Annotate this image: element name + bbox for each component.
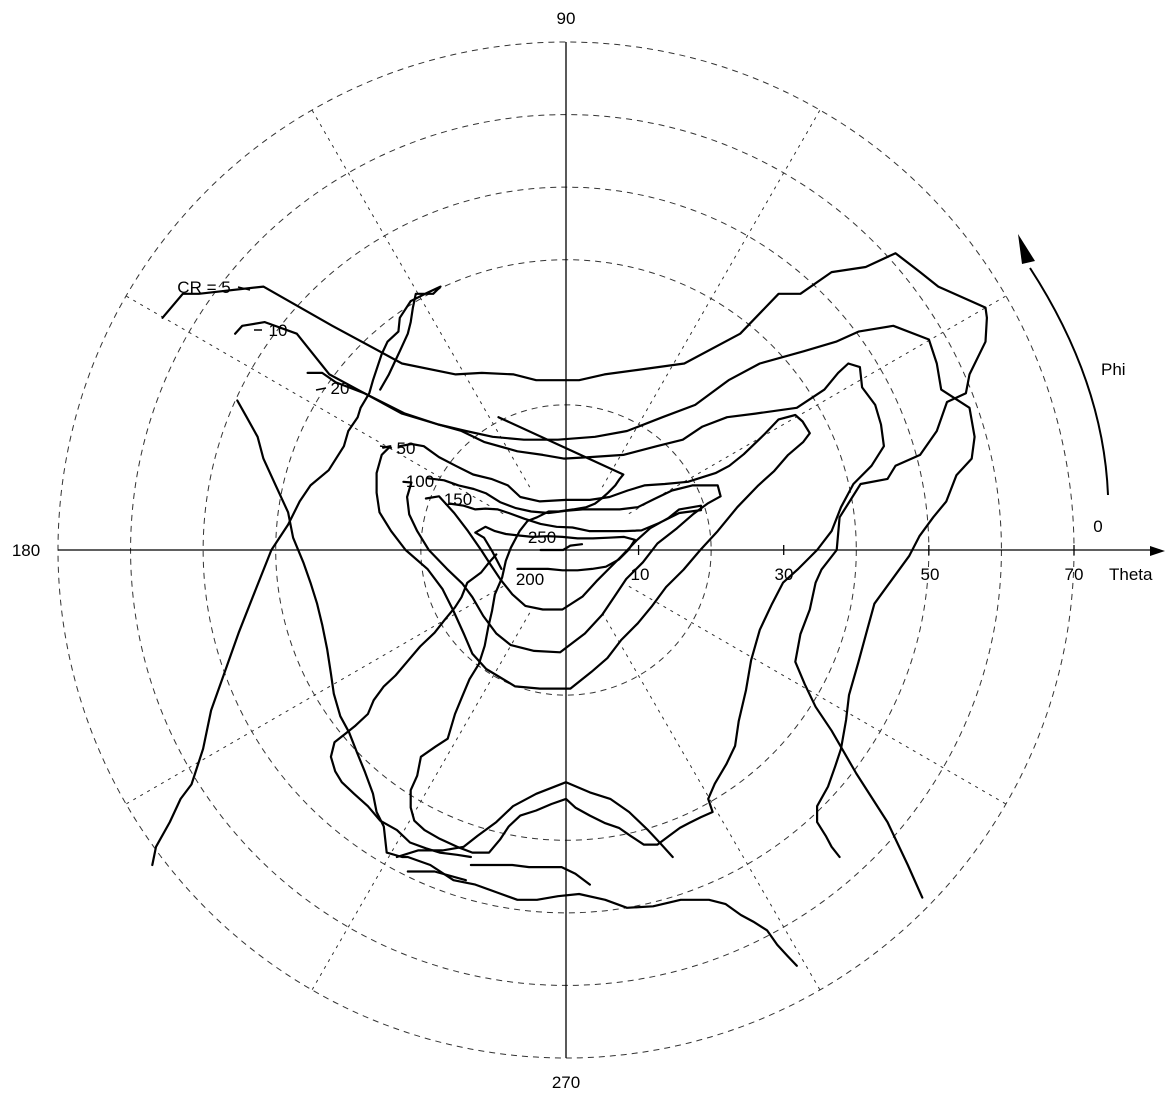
contour-segment-11	[469, 863, 591, 886]
contour-cr-5-1	[151, 285, 442, 867]
contour-label-leader-0	[237, 286, 251, 291]
grid-spoke-330	[628, 585, 1007, 805]
contour-cr-200-8	[474, 525, 636, 572]
contour-cr-5-0	[161, 252, 988, 899]
phi-tick-180: 180	[12, 541, 40, 560]
contour-label-6: 200	[516, 570, 544, 589]
contour-cr-10-2	[234, 321, 976, 859]
theta-tick-70: 70	[1065, 565, 1084, 584]
theta-arrow-head-icon	[1150, 546, 1165, 556]
contour-segment-10	[395, 781, 674, 859]
contour-cr-50-5	[375, 413, 811, 690]
grid-spoke-210	[125, 585, 504, 805]
phi-axis-label: Phi	[1101, 360, 1126, 379]
contour-label-4: 100	[406, 472, 434, 491]
grid-spoke-240	[311, 612, 531, 991]
contour-label-0: CR = 5	[177, 278, 230, 297]
phi-direction-arrow	[1029, 267, 1109, 496]
contour-segment-12	[406, 870, 467, 882]
grid-spoke-300	[601, 612, 821, 991]
grid-spoke-30	[628, 295, 1007, 515]
theta-tick-50: 50	[921, 565, 940, 584]
contour-label-2: 20	[331, 379, 350, 398]
contour-cr-250-9	[539, 543, 584, 552]
contour-cr-10-3	[236, 399, 798, 967]
contour-cr-150-7	[424, 495, 703, 611]
contour-label-1: 10	[269, 321, 288, 340]
phi-tick-270: 270	[552, 1073, 580, 1092]
theta-axis-label: Theta	[1109, 565, 1153, 584]
theta-tick-30: 30	[775, 565, 794, 584]
contour-label-5: 150	[444, 490, 472, 509]
phi-arrow-head-icon	[1018, 234, 1035, 264]
contour-label-7: 250	[528, 528, 556, 547]
contour-label-3: 50	[397, 439, 416, 458]
theta-tick-10: 10	[631, 565, 650, 584]
grid-spoke-120	[311, 109, 531, 488]
contour-labels: CR = 5 10 20 50 100 150 200 250	[177, 278, 556, 589]
polar-axes	[58, 42, 1160, 1058]
phi-tick-0: 0	[1093, 517, 1102, 536]
contour-segment-13	[329, 553, 498, 859]
contour-lines	[151, 252, 988, 967]
contour-label-leader-2	[315, 387, 327, 391]
phi-tick-90: 90	[557, 9, 576, 28]
grid-spoke-60	[601, 109, 821, 488]
contour-label-leader-3	[379, 445, 393, 449]
contour-cr-100-6	[402, 477, 722, 654]
grid-spoke-150	[125, 295, 504, 515]
